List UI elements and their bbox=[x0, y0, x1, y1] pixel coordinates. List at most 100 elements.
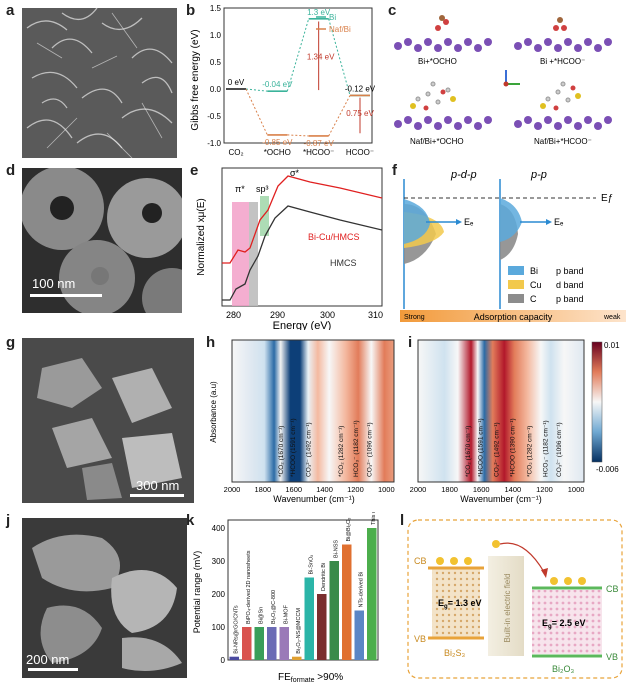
bi2o3-block bbox=[532, 590, 602, 654]
gibbs-yticks: 1.5 1.0 0.5 0.0 -0.5 -1.0 bbox=[207, 4, 221, 148]
cbar-min: -0.006 bbox=[596, 465, 619, 474]
legend-cu-el: Cu bbox=[530, 280, 542, 290]
scalebar-g bbox=[130, 494, 184, 497]
left-gap-val: = 1.3 eV bbox=[448, 598, 482, 608]
k-bar-label-0: Bi-NRs@rGO/CNTs bbox=[233, 605, 239, 654]
pi-star-band-gray bbox=[249, 202, 258, 306]
legend-c-swatch bbox=[508, 294, 524, 303]
k-bar-8 bbox=[329, 561, 339, 660]
k-bar-label-5: Bi₂O₃-NS@MCCM bbox=[296, 608, 302, 654]
series-hmcs: HMCS bbox=[330, 258, 357, 268]
annot-minus087: -0.87 eV bbox=[304, 139, 335, 148]
k-bars: Bi-NRs@rGO/CNTs BiPO₄-derived 2D nanoshee… bbox=[229, 512, 377, 660]
structure-bi-ocho: Bi+*OCHO bbox=[394, 15, 492, 66]
k-ytick-4: 400 bbox=[212, 524, 226, 533]
scalebar-text-j: 200 nm bbox=[26, 652, 70, 667]
h-xtick-3: 1400 bbox=[316, 485, 333, 494]
k-bar-label-11: This work bbox=[371, 512, 377, 525]
legend-c-el: C bbox=[530, 294, 537, 304]
xas-frame bbox=[221, 167, 383, 307]
k-xlabel-sub: formate bbox=[291, 677, 315, 684]
panel-label-e: e bbox=[190, 162, 199, 179]
legend-f: Bi p band Cu d band C p band bbox=[508, 266, 584, 304]
potential-bar-chart: Potential range (mV) 0 100 200 300 400 Bi-NR… bbox=[192, 512, 379, 684]
right-gap-val: = 2.5 eV bbox=[552, 618, 586, 628]
i-band-0: *CO₂ (1670 cm⁻¹) bbox=[465, 426, 472, 477]
bi2s3-block bbox=[432, 568, 480, 638]
legend-bi-el: Bi bbox=[530, 266, 538, 276]
ir-heatmap-i: 0.01 -0.006 *CO₂ (1670 cm⁻¹) *HCOO (1591 … bbox=[410, 339, 620, 504]
sem-texture-j bbox=[22, 518, 187, 678]
gibbs-xtick: CO₂ bbox=[228, 148, 243, 157]
k-bar-0 bbox=[229, 656, 239, 660]
k-bar-label-2: Bi@Sn bbox=[258, 607, 264, 624]
scalebar-text-g: 300 nm bbox=[136, 478, 180, 493]
label-nafbi-ocho: Naf/Bi+*OCHO bbox=[410, 137, 464, 146]
gibbs-chart: Gibbs free energy (eV) 1.5 1.0 0.5 0.0 -0.5 -… bbox=[190, 4, 376, 157]
i-xtick-0: 2000 bbox=[410, 485, 427, 494]
right-gap-sub: g bbox=[548, 624, 552, 630]
gibbs-xticks: CO₂ *OCHO *HCOO⁻ HCOO⁻ bbox=[228, 148, 374, 157]
i-band-6: CO₃²⁻ (1096 cm⁻¹) bbox=[556, 422, 563, 477]
h-xlabel: Wavenumber (cm⁻¹) bbox=[273, 494, 354, 504]
ec-arrowhead-left bbox=[456, 219, 462, 225]
ads-center: Adsorption capacity bbox=[474, 312, 553, 322]
h-band-5: CO₃²⁻ (1096 cm⁻¹) bbox=[366, 422, 373, 477]
gibbs-xtick: *HCOO⁻ bbox=[303, 148, 334, 157]
k-ytick-3: 300 bbox=[212, 557, 226, 566]
annot-minus012: -0.12 eV bbox=[345, 84, 376, 93]
heterojunction-diagram: CB VB CB VB Eg= 1.3 eV Eg= 2.5 eV Bi₂S₃ … bbox=[407, 519, 623, 679]
k-bar-9 bbox=[342, 544, 352, 660]
gibbs-ytick: 0.0 bbox=[210, 85, 222, 94]
peak-pi: π* bbox=[235, 184, 245, 194]
fermi-label: Eƒ bbox=[601, 193, 613, 204]
gibbs-connector-1-1 bbox=[245, 88, 268, 136]
right-material: Bi₂O₃ bbox=[552, 664, 574, 674]
band-schematic: p-d-p p-p Eƒ Eₑ Eₑ Bi p band Cu d band C… bbox=[400, 169, 626, 322]
structure-bi-hcoo: Bi +*HCOO⁻ bbox=[514, 17, 612, 66]
h-ylabel: Absorbance (a.u) bbox=[209, 381, 218, 443]
gibbs-xtick: HCOO⁻ bbox=[346, 148, 374, 157]
gibbs-xtick: *OCHO bbox=[264, 148, 291, 157]
panel-label-g: g bbox=[6, 334, 16, 351]
i-band-4: *CO₂ (1282 cm⁻¹) bbox=[527, 426, 534, 477]
sp3-band bbox=[260, 196, 269, 236]
xas-xtick-3: 310 bbox=[368, 310, 383, 320]
i-xtick-2: 1600 bbox=[473, 485, 490, 494]
left-gap-sub: g bbox=[444, 604, 448, 610]
h-band-labels: *CO₂ (1670 cm⁻¹) *HCOO (1591 cm⁻¹) CO₃²⁻ (… bbox=[278, 418, 374, 477]
k-bar-label-9: Bi@Bi₂O₃ bbox=[346, 517, 352, 541]
h-xtick-4: 1200 bbox=[347, 485, 364, 494]
k-bar-label-6: Bi-SnOₓ bbox=[308, 555, 314, 575]
gibbs-ylabel: Gibbs free energy (eV) bbox=[190, 29, 201, 130]
h-band-3: *CO₂ (1282 cm⁻¹) bbox=[338, 426, 345, 477]
gibbs-marks: 1.3 eV 1.34 eV 0 eV -0.04 eV -0.12 eV 0.75 eV… bbox=[226, 8, 376, 148]
sem-image-d: 100 nm bbox=[22, 168, 182, 313]
xas-ylabel: Normalized xμ(E) bbox=[196, 198, 207, 275]
k-bar-2 bbox=[254, 627, 264, 660]
k-bar-1 bbox=[242, 627, 252, 660]
transfer-arrow bbox=[499, 542, 545, 573]
right-gap: Eg= 2.5 eV bbox=[542, 618, 585, 630]
scalebar-j bbox=[28, 668, 78, 671]
gibbs-connector-1-2 bbox=[287, 134, 309, 137]
left-vb-label: VB bbox=[414, 634, 426, 644]
label-nafbi-hcoo: Naf/Bi+*HCOO⁻ bbox=[534, 137, 592, 146]
panel-label-a: a bbox=[6, 2, 15, 19]
field-label: Built-in electric field bbox=[503, 574, 512, 643]
h-xtick-1: 1800 bbox=[255, 485, 272, 494]
k-bar-7 bbox=[317, 594, 327, 660]
sem-image-j: 200 nm bbox=[22, 518, 187, 678]
k-ytick-1: 100 bbox=[212, 623, 226, 632]
left-gap-e: E bbox=[438, 598, 444, 608]
gibbs-connector-0-2 bbox=[286, 18, 310, 92]
k-bar-11 bbox=[367, 528, 377, 660]
legend-nafbi: Naf/Bi bbox=[329, 25, 351, 34]
h-xtick-2: 1600 bbox=[285, 485, 302, 494]
legend-bi-swatch bbox=[508, 266, 524, 275]
i-band-5: HCO₃⁻ (1182 cm⁻¹) bbox=[542, 420, 549, 477]
left-cb-label: CB bbox=[414, 556, 427, 566]
k-bar-4 bbox=[279, 627, 289, 660]
k-xlabel-tail: >90% bbox=[315, 672, 344, 683]
legend-bi-band: p band bbox=[556, 266, 584, 276]
